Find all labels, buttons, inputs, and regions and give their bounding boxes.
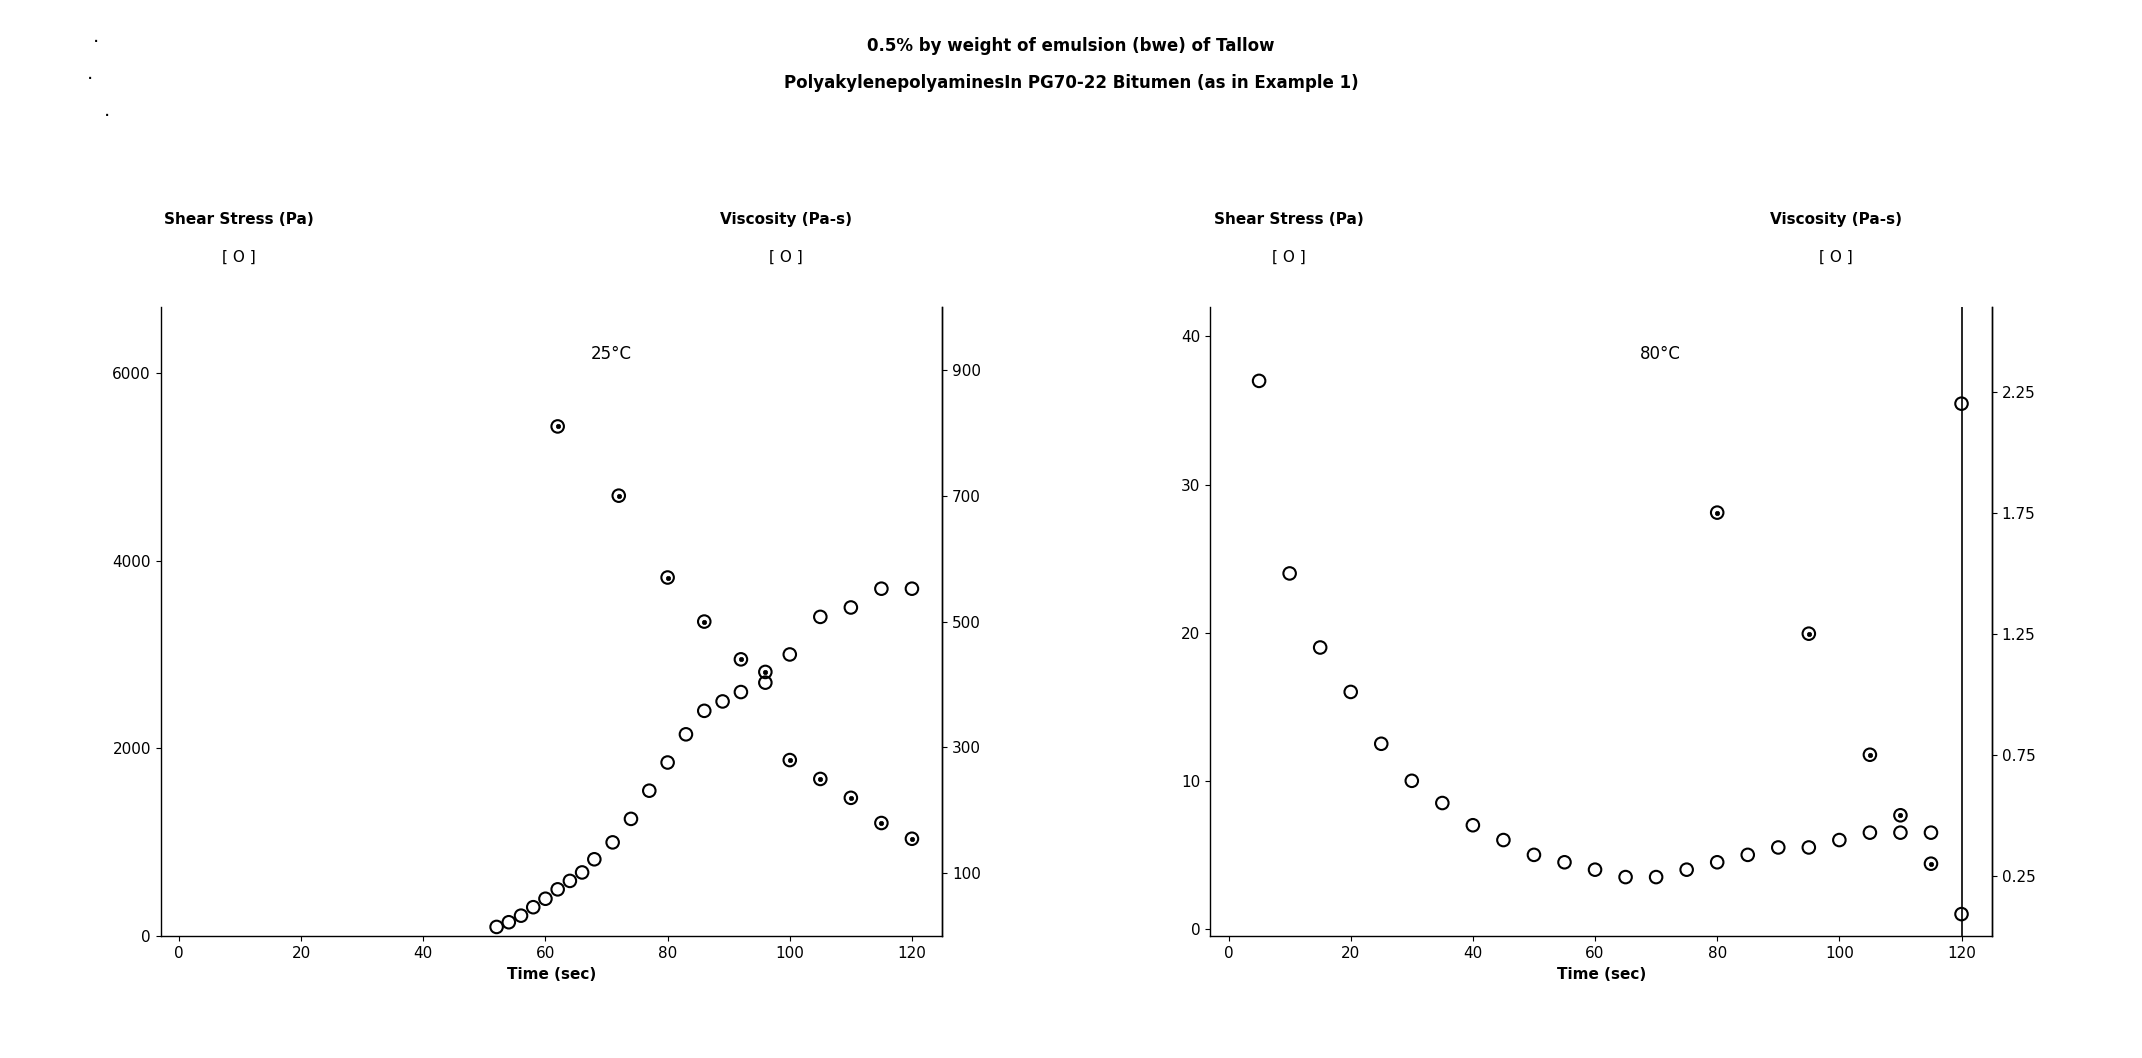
Point xyxy=(1945,906,1979,923)
Point xyxy=(773,751,808,768)
Point xyxy=(565,864,600,881)
Point xyxy=(602,487,636,505)
Point xyxy=(863,580,897,597)
Point xyxy=(724,651,758,668)
Point xyxy=(705,693,739,710)
Point xyxy=(1853,824,1887,841)
Point xyxy=(895,831,930,847)
Point xyxy=(1272,565,1307,582)
Text: [ O ]: [ O ] xyxy=(1272,250,1304,264)
Point xyxy=(724,651,758,668)
Point xyxy=(803,770,838,787)
Point xyxy=(576,851,610,868)
Point xyxy=(863,815,897,832)
Point xyxy=(688,613,722,630)
Point xyxy=(1761,839,1795,856)
Text: 25°C: 25°C xyxy=(591,345,632,363)
Point xyxy=(803,770,838,787)
Text: Viscosity (Pa-s): Viscosity (Pa-s) xyxy=(1769,213,1902,227)
Point xyxy=(833,789,868,806)
Point xyxy=(1791,625,1825,642)
Text: 80°C: 80°C xyxy=(1641,345,1681,363)
Point xyxy=(748,663,782,680)
Point xyxy=(529,890,563,907)
Point xyxy=(833,789,868,806)
Point xyxy=(895,580,930,597)
Point xyxy=(748,663,782,680)
Point xyxy=(668,726,703,743)
Text: PolyakylenepolyaminesIn PG70-22 Bitumen (as in Example 1): PolyakylenepolyaminesIn PG70-22 Bitumen … xyxy=(784,74,1358,92)
Text: ·: · xyxy=(105,107,109,126)
Text: [ O ]: [ O ] xyxy=(223,250,255,264)
Point xyxy=(632,782,666,799)
Point xyxy=(1302,639,1337,656)
Point xyxy=(1883,807,1917,824)
Point xyxy=(1242,372,1277,389)
Point xyxy=(863,815,897,832)
Text: [ O ]: [ O ] xyxy=(1819,250,1853,264)
Point xyxy=(595,834,630,851)
Point xyxy=(1457,817,1491,834)
Point xyxy=(480,918,514,935)
Point xyxy=(1547,854,1581,871)
Point xyxy=(493,914,527,931)
Text: [ O ]: [ O ] xyxy=(769,250,803,264)
Point xyxy=(1731,846,1765,863)
Point xyxy=(651,569,685,586)
X-axis label: Time (sec): Time (sec) xyxy=(1557,967,1645,982)
Text: ·: · xyxy=(94,33,99,52)
Point xyxy=(773,646,808,663)
Text: Viscosity (Pa-s): Viscosity (Pa-s) xyxy=(720,213,853,227)
Point xyxy=(1701,854,1735,871)
Point xyxy=(1853,746,1887,763)
Point xyxy=(1517,846,1551,863)
X-axis label: Time (sec): Time (sec) xyxy=(508,967,595,982)
Point xyxy=(1883,807,1917,824)
Point xyxy=(553,873,587,890)
Point xyxy=(1579,861,1613,878)
Text: ·: · xyxy=(88,70,92,89)
Point xyxy=(1823,832,1857,849)
Point xyxy=(1487,832,1521,849)
Point xyxy=(1639,869,1673,886)
Point xyxy=(1394,772,1429,789)
Point xyxy=(1883,824,1917,841)
Point xyxy=(1334,683,1369,700)
Point xyxy=(1913,855,1947,872)
Point xyxy=(1701,505,1735,522)
Point xyxy=(688,703,722,719)
Point xyxy=(651,754,685,771)
Point xyxy=(688,613,722,630)
Point xyxy=(1913,855,1947,872)
Point xyxy=(540,418,574,435)
Point xyxy=(651,569,685,586)
Point xyxy=(1424,795,1459,811)
Point xyxy=(503,907,538,924)
Point xyxy=(1913,824,1947,841)
Point xyxy=(1701,505,1735,522)
Point xyxy=(1364,735,1399,752)
Point xyxy=(1609,869,1643,886)
Point xyxy=(1791,625,1825,642)
Text: Shear Stress (Pa): Shear Stress (Pa) xyxy=(165,213,313,227)
Point xyxy=(540,418,574,435)
Point xyxy=(1945,396,1979,413)
Point xyxy=(724,683,758,700)
Point xyxy=(516,898,550,915)
Point xyxy=(1853,746,1887,763)
Point xyxy=(1791,839,1825,856)
Point xyxy=(803,608,838,625)
Text: 0.5% by weight of emulsion (bwe) of Tallow: 0.5% by weight of emulsion (bwe) of Tall… xyxy=(868,37,1274,55)
Point xyxy=(895,831,930,847)
Point xyxy=(833,599,868,616)
Point xyxy=(748,674,782,691)
Text: Shear Stress (Pa): Shear Stress (Pa) xyxy=(1215,213,1362,227)
Point xyxy=(773,751,808,768)
Point xyxy=(540,881,574,898)
Point xyxy=(1669,861,1703,878)
Point xyxy=(602,487,636,505)
Point xyxy=(615,810,649,827)
